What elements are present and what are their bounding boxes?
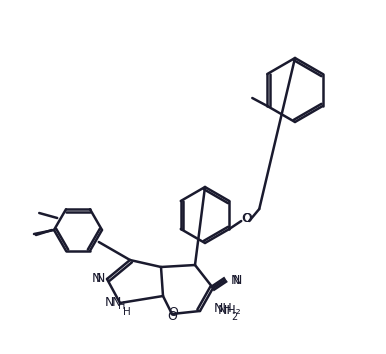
Text: N: N [231, 274, 240, 286]
Text: N: N [91, 273, 101, 285]
Text: O: O [167, 310, 177, 324]
Text: O: O [241, 212, 251, 225]
Text: NH₂: NH₂ [218, 304, 242, 318]
Text: 2: 2 [231, 312, 237, 322]
Text: N: N [112, 296, 121, 308]
Text: NH: NH [214, 303, 233, 315]
Text: N: N [96, 273, 105, 285]
Text: N: N [233, 274, 242, 286]
Text: H: H [123, 307, 131, 317]
Text: O: O [168, 306, 178, 319]
Text: O: O [242, 212, 252, 225]
Text: H: H [118, 301, 125, 311]
Text: N: N [105, 297, 114, 309]
